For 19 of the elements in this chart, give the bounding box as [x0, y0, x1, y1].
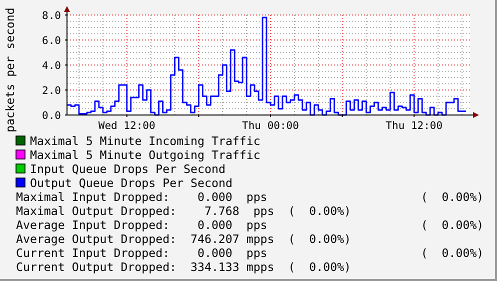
- y-tick-label: 8.0: [42, 10, 61, 22]
- x-tick-label: Thu 00:00: [242, 120, 299, 132]
- text: Maximal Output Dropped: 7.768 pps ( 0.00%): [16, 204, 352, 218]
- y-axis-title: packets per second: [3, 8, 17, 132]
- legend-label: Maximal 5 Minute Incoming Traffic: [30, 134, 260, 148]
- x-tick-label: Wed 12:00: [98, 120, 156, 132]
- y-tick-label: 2.0: [42, 85, 61, 97]
- text: Maximal Input Dropped: 0.000 pps ( 0.00%): [16, 190, 484, 204]
- text: Current Output Dropped: 334.133 mpps ( 0.00%): [16, 260, 352, 274]
- y-tick-label: 4.0: [42, 60, 61, 72]
- text: Average Input Dropped: 0.000 pps ( 0.00%): [16, 218, 484, 232]
- legend-label: Output Queue Drops Per Second: [30, 176, 232, 190]
- legend-label: Input Queue Drops Per Second: [30, 162, 226, 176]
- legend-label: Maximal 5 Minute Outgoing Traffic: [30, 148, 260, 162]
- x-tick-label: Thu 12:00: [386, 120, 443, 132]
- y-tick-label: 6.0: [42, 35, 61, 47]
- y-tick-label: 0.0: [42, 110, 61, 122]
- text: Average Output Dropped: 746.207 mpps ( 0.00%): [16, 232, 352, 246]
- text: Current Input Dropped: 0.000 pps ( 0.00%): [16, 246, 484, 260]
